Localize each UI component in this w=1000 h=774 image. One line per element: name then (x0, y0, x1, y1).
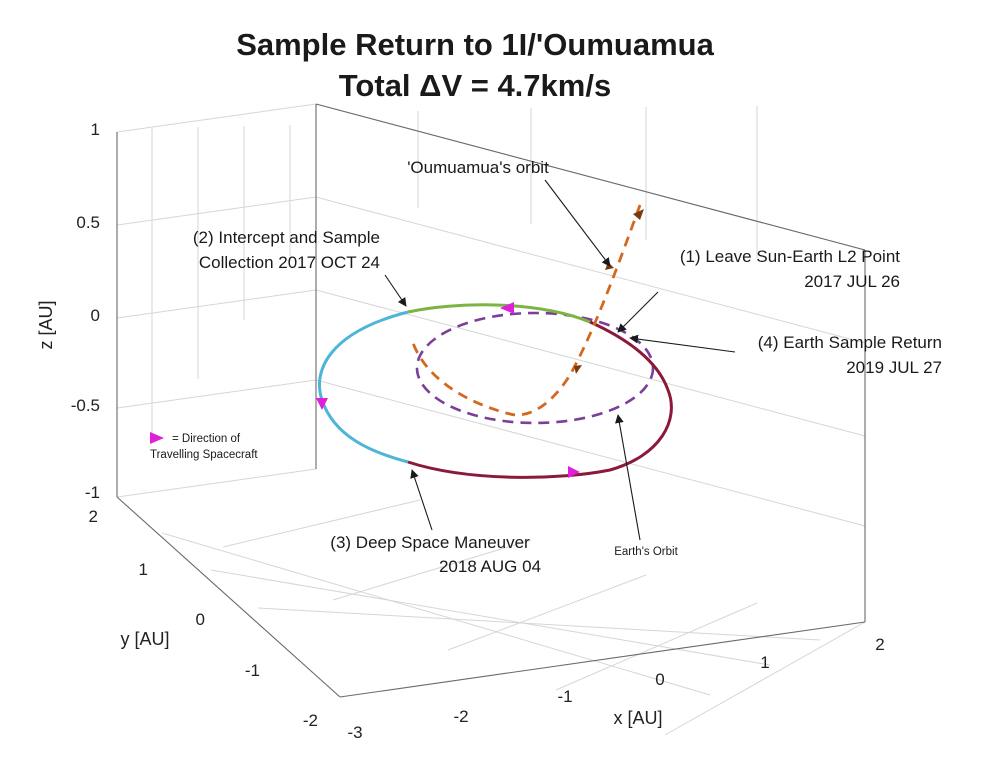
direction-marker-2 (316, 398, 328, 410)
direction-marker-3 (568, 466, 580, 478)
annotations: 'Oumuamua's orbit (1) Leave Sun-Earth L2… (193, 158, 942, 576)
label-intercept-line-2: Collection 2017 OCT 24 (199, 253, 380, 272)
legend-text-line-2: Travelling Spacecraft (150, 449, 258, 461)
oumuamua-arrowhead-3 (574, 365, 582, 374)
label-sample-return-line-1: (4) Earth Sample Return (758, 333, 942, 352)
earth-orbit-line (415, 311, 655, 425)
legend-text-line-1: = Direction of (172, 433, 241, 445)
axes-frame (116, 103, 866, 698)
z-tick-neg1: -1 (85, 483, 100, 502)
chart-title-line-1: Sample Return to 1I/'Oumuamua (236, 27, 714, 62)
legend-text: = Direction of Travelling Spacecraft (150, 433, 258, 461)
transfer-leg-maroon (407, 320, 673, 479)
z-tick-0: 0 (91, 306, 100, 325)
x-tick-neg1: -1 (557, 687, 572, 706)
oumuamua-orbit-line (410, 204, 642, 417)
label-intercept-line-1: (2) Intercept and Sample (193, 228, 380, 247)
x-tick-1: 1 (760, 653, 769, 672)
label-oumuamua-orbit: 'Oumuamua's orbit (407, 158, 549, 177)
direction-marker-1 (500, 302, 514, 314)
x-axis-label: x [AU] (613, 708, 662, 728)
y-tick-1: 1 (139, 560, 148, 579)
x-tick-labels: -3 -2 -1 0 1 2 (347, 635, 884, 742)
z-tick-neg0.5: -0.5 (71, 396, 100, 415)
y-axis-label: y [AU] (120, 629, 169, 649)
x-tick-neg3: -3 (347, 723, 362, 742)
oumuamua-arrowhead-1 (633, 209, 644, 220)
y-tick-0: 0 (196, 610, 205, 629)
z-tick-labels: 1 0.5 0 -0.5 -1 (71, 120, 100, 502)
z-tick-1: 1 (91, 120, 100, 139)
legend-marker (150, 432, 164, 444)
label-earth-orbit: Earth's Orbit (614, 546, 678, 558)
transfer-leg-cyan (317, 310, 409, 464)
label-leave-l2-line-2: 2017 JUL 26 (804, 272, 900, 291)
chart-title-line-2: Total ΔV = 4.7km/s (339, 68, 611, 103)
label-sample-return-line-2: 2019 JUL 27 (846, 358, 942, 377)
z-tick-0.5: 0.5 (76, 213, 100, 232)
x-tick-neg2: -2 (453, 707, 468, 726)
label-leave-l2-line-1: (1) Leave Sun-Earth L2 Point (680, 247, 900, 266)
y-tick-2: 2 (89, 507, 98, 526)
y-tick-neg2: -2 (303, 711, 318, 730)
y-tick-labels: 2 1 0 -1 -2 (89, 507, 318, 730)
label-deep-space-line-2: 2018 AUG 04 (439, 557, 541, 576)
x-tick-0: 0 (655, 670, 664, 689)
label-deep-space-line-1: (3) Deep Space Maneuver (330, 533, 530, 552)
floor-grid (116, 468, 866, 736)
y-tick-neg1: -1 (245, 661, 260, 680)
legend: = Direction of Travelling Spacecraft (150, 432, 258, 461)
z-axis-label: z [AU] (36, 300, 56, 349)
x-tick-2: 2 (875, 635, 884, 654)
trajectories (316, 204, 673, 479)
transfer-leg-green (407, 303, 591, 324)
